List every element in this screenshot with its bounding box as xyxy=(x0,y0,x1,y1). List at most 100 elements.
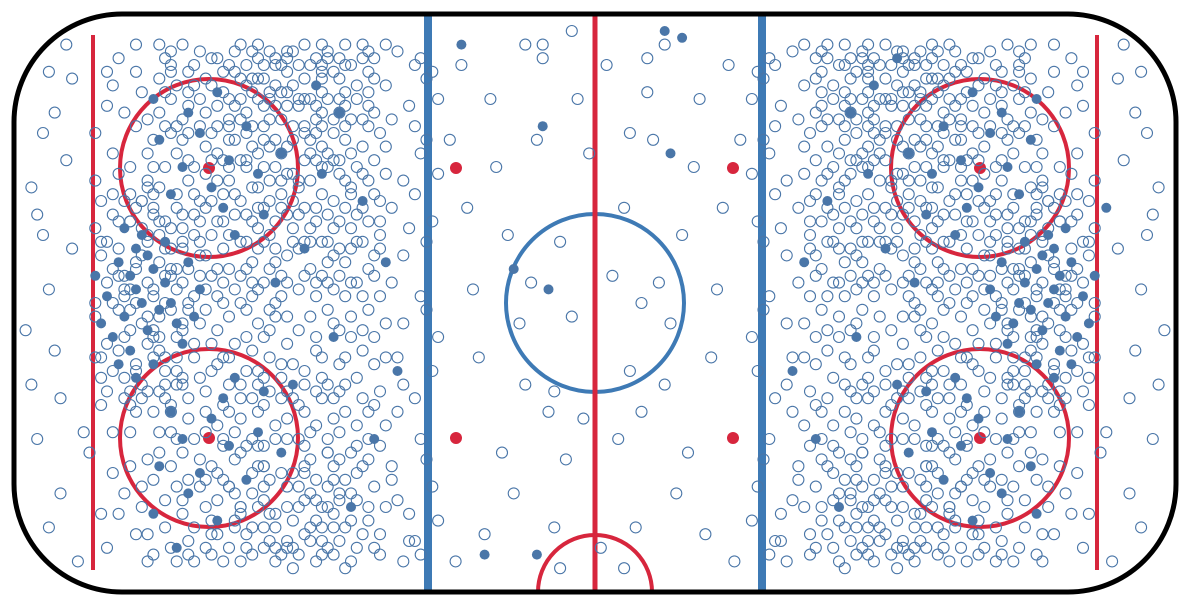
data-point-open xyxy=(850,548,863,561)
data-point-filled xyxy=(956,155,966,166)
data-point-open xyxy=(275,174,288,187)
data-point-open xyxy=(832,242,846,255)
data-point-open xyxy=(1001,446,1014,459)
data-point-open xyxy=(722,58,735,72)
data-point-open xyxy=(164,242,177,255)
data-point-open xyxy=(856,235,869,248)
data-point-open xyxy=(838,290,851,303)
data-point-open xyxy=(885,92,898,106)
data-point-open xyxy=(426,480,439,493)
data-point-open xyxy=(193,371,206,384)
data-point-filled xyxy=(659,26,670,36)
data-point-open xyxy=(821,528,834,541)
data-point-filled xyxy=(316,168,327,179)
data-point-open xyxy=(1071,188,1084,201)
data-point-open xyxy=(1071,426,1084,439)
data-point-open xyxy=(1146,208,1159,221)
data-point-open xyxy=(891,194,904,208)
data-point-filled xyxy=(956,440,966,451)
data-point-filled xyxy=(183,488,194,499)
data-point-open xyxy=(89,222,102,235)
data-point-open xyxy=(60,38,73,51)
data-point-open xyxy=(949,208,962,221)
data-point-filled xyxy=(1060,311,1071,322)
data-point-open xyxy=(344,222,358,235)
data-point-filled xyxy=(148,94,159,104)
data-point-open xyxy=(310,494,323,507)
data-point-open xyxy=(118,194,131,208)
data-point-open xyxy=(1030,405,1043,418)
data-point-open xyxy=(850,222,863,235)
data-point-open xyxy=(449,555,462,568)
data-point-open xyxy=(536,52,549,65)
data-point-open xyxy=(995,86,1008,99)
data-point-open xyxy=(1053,460,1066,473)
data-point-open xyxy=(908,507,921,520)
data-point-open xyxy=(1024,215,1037,228)
data-point-open xyxy=(100,65,114,78)
data-point-open xyxy=(844,92,857,106)
data-point-open xyxy=(124,426,137,439)
data-point-filled xyxy=(212,87,223,98)
data-point-filled xyxy=(154,461,165,472)
data-point-open xyxy=(687,160,700,174)
data-point-open xyxy=(106,296,119,310)
data-point-open xyxy=(1030,330,1043,344)
data-point-open xyxy=(147,160,160,174)
data-point-open xyxy=(1065,167,1078,180)
data-point-open xyxy=(257,58,270,72)
data-point-filled xyxy=(90,270,101,281)
data-point-open xyxy=(583,147,596,160)
data-point-open xyxy=(891,358,904,371)
data-point-open xyxy=(902,269,915,282)
data-point-filled xyxy=(131,284,141,295)
data-point-open xyxy=(333,154,346,167)
data-point-open xyxy=(432,514,445,527)
data-point-open xyxy=(908,52,921,65)
data-point-open xyxy=(931,521,944,534)
data-point-open xyxy=(896,432,909,446)
data-point-open xyxy=(1036,181,1049,194)
data-point-open xyxy=(368,541,381,554)
data-point-open xyxy=(339,290,352,303)
data-point-open xyxy=(1071,296,1084,310)
data-point-open xyxy=(896,208,909,221)
data-point-open xyxy=(978,473,991,486)
data-point-open xyxy=(856,208,869,221)
data-point-open xyxy=(966,466,979,480)
data-point-open xyxy=(292,480,305,493)
data-point-open xyxy=(972,228,985,242)
data-point-open xyxy=(920,460,933,473)
data-point-open xyxy=(670,487,683,500)
data-point-open xyxy=(141,174,154,187)
data-point-open xyxy=(1007,378,1020,391)
data-point-open xyxy=(257,160,270,174)
data-point-filled xyxy=(508,264,519,274)
data-point-open xyxy=(379,167,392,180)
data-point-open xyxy=(193,453,206,466)
data-point-open xyxy=(792,276,805,289)
data-point-open xyxy=(385,460,398,473)
data-point-open xyxy=(902,147,915,160)
data-point-open xyxy=(234,154,247,167)
data-point-open xyxy=(356,290,369,303)
data-point-open xyxy=(850,392,863,405)
data-point-filled xyxy=(224,440,234,451)
faceoff-dot-left-bottom xyxy=(203,432,215,444)
data-point-open xyxy=(257,72,270,85)
data-point-filled xyxy=(258,386,269,397)
data-point-open xyxy=(42,283,55,296)
data-point-open xyxy=(879,528,892,541)
data-point-filled xyxy=(299,243,310,254)
data-point-open xyxy=(792,113,805,126)
data-point-open xyxy=(949,521,962,534)
data-point-open xyxy=(751,480,764,493)
data-point-open xyxy=(48,106,61,119)
data-point-open xyxy=(135,480,148,493)
data-point-filled xyxy=(177,338,188,349)
data-point-open xyxy=(937,262,950,276)
data-point-open xyxy=(844,242,857,255)
data-point-filled xyxy=(677,32,688,43)
data-point-open xyxy=(937,364,950,378)
data-point-open xyxy=(234,412,247,425)
